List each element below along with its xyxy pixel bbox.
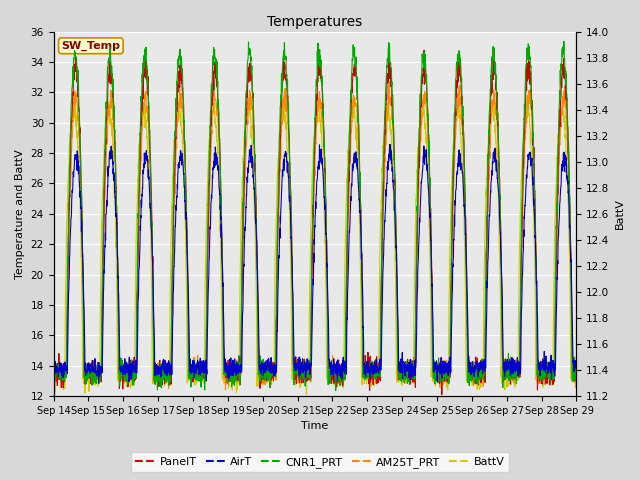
X-axis label: Time: Time: [301, 421, 328, 432]
Y-axis label: BattV: BattV: [615, 198, 625, 229]
Legend: PanelT, AirT, CNR1_PRT, AM25T_PRT, BattV: PanelT, AirT, CNR1_PRT, AM25T_PRT, BattV: [131, 452, 509, 472]
Text: SW_Temp: SW_Temp: [61, 41, 120, 51]
Y-axis label: Temperature and BattV: Temperature and BattV: [15, 149, 25, 279]
Title: Temperatures: Temperatures: [268, 15, 363, 29]
